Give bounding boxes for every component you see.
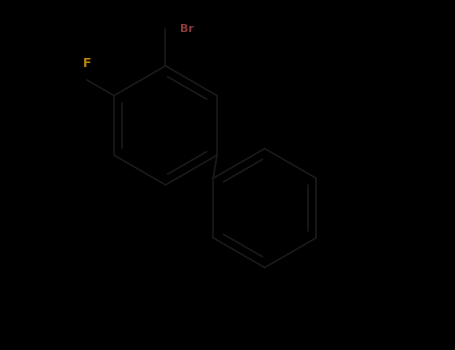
Text: Br: Br — [180, 24, 194, 34]
Text: F: F — [82, 57, 91, 70]
